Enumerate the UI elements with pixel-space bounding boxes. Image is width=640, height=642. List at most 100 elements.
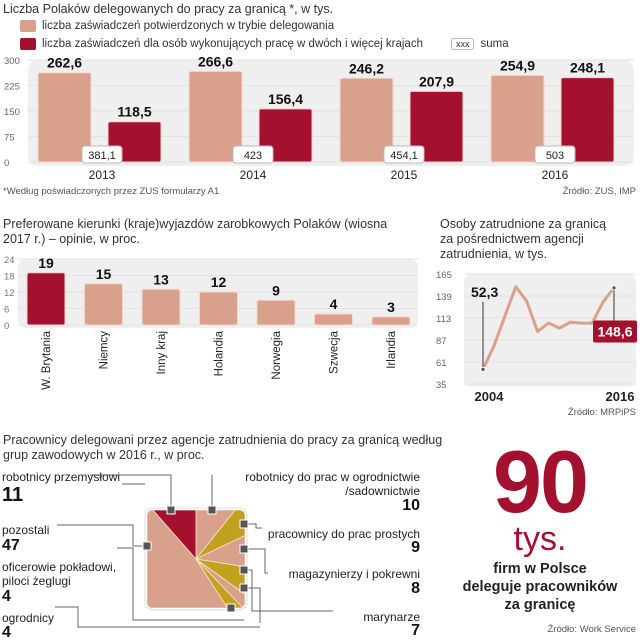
connector-marker: [142, 541, 152, 551]
slice: [194, 534, 245, 568]
bar-value-label: 266,6: [198, 53, 233, 69]
bar: [490, 74, 545, 163]
pie-label-garden: robotnicy do prac w ogrodnictwie /sadown…: [245, 470, 420, 498]
chart2-bars: 24 18 12 6 0 19 W. Brytania 15 Niemcy 13 Inny kraj…: [4, 255, 418, 390]
pie-label-garden-2: /sadownictwie: [345, 484, 420, 498]
pie-label-gardeners: ogrodnicy: [2, 611, 55, 625]
bar-value-label: 262,6: [47, 55, 82, 71]
pie-label-simple: pracownicy do prac prostych: [267, 527, 420, 541]
pie-value-simple: 9: [411, 539, 420, 556]
legend-swatch-light: [20, 20, 36, 32]
chart3-title-line1: Osoby zatrudnione za granicą: [440, 217, 607, 231]
x-tick-label: 2004: [475, 389, 505, 404]
pie-value-warehouse: 8: [411, 580, 420, 597]
chart1-legend-item-dark: liczba zaświadczeń dla osób wykonujących…: [20, 38, 509, 50]
legend-total-box: xxx: [450, 38, 475, 50]
y-tick-label: 139: [436, 292, 452, 303]
bar: [26, 272, 66, 326]
start-point: [480, 366, 486, 372]
bar-value-label: 15: [96, 266, 112, 282]
y-tick-label: 24: [4, 255, 15, 266]
bar-value-label: 254,9: [500, 57, 535, 73]
slices-group: [147, 510, 245, 608]
end-point: [611, 285, 617, 291]
bar: [409, 90, 464, 163]
connector-line: [55, 606, 260, 628]
chart3-title-line3: zatrudnienia, w tys.: [440, 247, 547, 261]
callout: 90 tys. firm w Polsce deleguje pracownik…: [440, 432, 640, 614]
total-box: [534, 145, 576, 164]
y-tick-label: 300: [4, 56, 20, 67]
bar-value-label: 3: [387, 299, 395, 315]
connector-line: [117, 547, 244, 621]
y-tick-label: 35: [436, 380, 447, 391]
total-label: 503: [546, 150, 564, 162]
chart1-source: Źródło: ZUS, IMP: [562, 186, 636, 197]
chart1-title: Liczba Polaków delegowanych do pracy za …: [3, 2, 334, 16]
chart2-title-line2: 2017 r.) – opinie, w proc.: [3, 232, 140, 246]
legend-total-label: suma: [480, 38, 509, 50]
pie-value-officers: 4: [2, 588, 11, 605]
total-label: 423: [244, 150, 262, 162]
pie-value-garden: 10: [402, 497, 420, 514]
slice: [147, 510, 229, 608]
y-tick-label: 18: [4, 272, 15, 283]
x-tick-label: Irlandia: [386, 330, 398, 368]
x-tick-label: W. Brytania: [41, 330, 53, 389]
slice: [151, 510, 197, 561]
connector-marker: [207, 505, 217, 515]
legend-label: liczba zaświadczeń potwierdzonych w tryb…: [42, 20, 335, 32]
pie-value-other: 47: [2, 537, 20, 554]
pie-value-sailors: 7: [411, 622, 420, 639]
x-tick-label: Niemcy: [99, 331, 111, 370]
total-box: [232, 145, 274, 164]
slice: [195, 558, 244, 608]
callout-number: 90: [493, 432, 589, 531]
connector-marker: [239, 583, 249, 593]
x-tick-label: Norwegia: [271, 330, 283, 379]
callout-source: Źródło: Work Service: [547, 624, 636, 635]
connector-line: [244, 523, 262, 529]
pie-label-sailors: marynarze: [363, 610, 420, 624]
chart3-title: Osoby zatrudnione za granicą za pośredni…: [440, 217, 606, 262]
callout-text: firm w Polsce deleguje pracowników za gr…: [440, 560, 640, 614]
bar-value-label: 248,1: [570, 60, 605, 76]
chart2-title: Preferowane kierunki (kraje)wyjazdów zar…: [3, 217, 387, 247]
y-tick-label: 6: [4, 305, 9, 316]
bar: [314, 313, 353, 326]
total-box: [81, 145, 123, 164]
x-tick-label: 2016: [542, 168, 569, 182]
y-tick-label: 75: [4, 133, 15, 144]
pie-label-officers-1: oficerowie pokładowi,: [2, 560, 117, 574]
bar-value-label: 118,5: [117, 104, 151, 120]
connector-marker: [239, 519, 249, 529]
callout-line1: firm w Polsce: [493, 561, 587, 577]
end-value-label: 148,6: [597, 324, 632, 340]
x-tick-label: Holandia: [214, 330, 226, 376]
chart3-line: 165 139 113 87 61 35 52,3 148,6 2004 2016: [436, 270, 637, 404]
bar: [37, 72, 92, 163]
connector-marker: [166, 505, 176, 515]
y-tick-label: 0: [4, 321, 9, 332]
bar: [84, 283, 123, 326]
y-tick-label: 150: [4, 107, 20, 118]
chart3-source: Źródło: MRPiPS: [567, 407, 636, 418]
bar: [141, 288, 181, 326]
bar-value-label: 207,9: [419, 73, 454, 89]
connector-marker: [239, 544, 249, 554]
bar-value-label: 13: [153, 271, 169, 287]
pie-label-warehouse: magazynierzy i pokrewni: [288, 567, 420, 581]
pie-value-gardeners: 4: [2, 624, 11, 641]
x-tick-label: 2014: [240, 168, 267, 182]
y-tick-label: 113: [436, 314, 451, 325]
total-box: [383, 145, 425, 164]
legend-label: liczba zaświadczeń dla osób wykonujących…: [42, 38, 423, 50]
chart4-title-line2: grup zawodowych w 2016 r., w proc.: [3, 448, 205, 462]
bar-value-label: 4: [330, 296, 338, 312]
bar-value-label: 19: [38, 255, 54, 271]
start-value-label: 52,3: [471, 284, 498, 300]
pie-label-garden-1: robotnicy do prac w ogrodnictwie: [245, 470, 420, 484]
connector-line: [57, 524, 145, 547]
chart3-title-line2: za pośrednictwem agencji: [440, 232, 584, 246]
pie-label-officers-2: piloci żeglugi: [2, 574, 71, 588]
